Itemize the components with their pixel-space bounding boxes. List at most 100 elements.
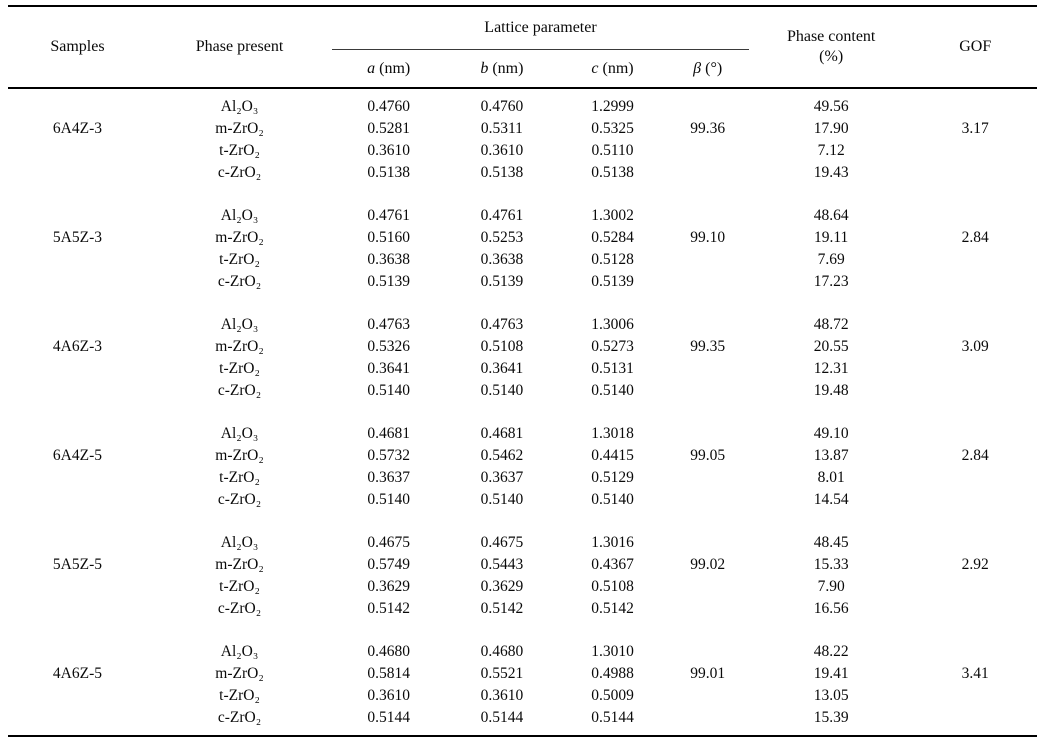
spacer-row <box>8 402 1037 423</box>
content-cell: 17.90 <box>813 120 849 137</box>
c-cell: 1.3002 <box>591 207 634 224</box>
beta-symbol: β <box>693 59 702 77</box>
empty-cell <box>667 489 749 511</box>
empty-cell <box>913 598 1037 620</box>
c-cell: 0.5273 <box>591 338 634 355</box>
a-cell: 0.3638 <box>367 251 411 268</box>
empty-cell <box>667 380 749 402</box>
table-row: t-ZrO₂ 0.3629 0.3629 0.5108 7.90 <box>8 576 1037 598</box>
empty-cell <box>8 423 147 445</box>
table-body: Al₂O₃ 0.4760 0.4760 1.2999 49.56 6A4Z-3 … <box>8 88 1037 736</box>
phase-cell: t-ZrO₂ <box>219 142 260 159</box>
header-row-lattice-subcolumns: a (nm) b (nm) c (nm) β (°) <box>8 50 1037 89</box>
empty-cell <box>667 685 749 707</box>
content-cell: 15.33 <box>813 556 849 573</box>
b-cell: 0.3638 <box>480 251 524 268</box>
empty-cell <box>8 467 147 489</box>
empty-cell <box>913 380 1037 402</box>
spacer-row <box>8 511 1037 532</box>
table-row: Al₂O₃ 0.4763 0.4763 1.3006 48.72 <box>8 314 1037 336</box>
b-cell: 0.5139 <box>480 273 524 290</box>
a-cell: 0.4760 <box>367 98 411 115</box>
content-cell: 49.56 <box>813 98 849 115</box>
a-cell: 0.5144 <box>367 709 411 726</box>
c-cell: 0.5325 <box>591 120 634 137</box>
b-cell: 0.3610 <box>480 142 524 159</box>
b-cell: 0.5253 <box>480 229 524 246</box>
b-cell: 0.3610 <box>480 687 524 704</box>
sample-cell: 6A4Z-5 <box>52 447 102 464</box>
empty-cell <box>913 576 1037 598</box>
content-cell: 48.22 <box>813 643 849 660</box>
table-row: 4A6Z-5 m-ZrO₂ 0.5814 0.5521 0.4988 99.01… <box>8 663 1037 685</box>
column-header-c: c (nm) <box>559 50 667 89</box>
table-row: t-ZrO₂ 0.3638 0.3638 0.5128 7.69 <box>8 249 1037 271</box>
b-cell: 0.5462 <box>480 447 524 464</box>
b-cell: 0.5144 <box>480 709 524 726</box>
table-row: 4A6Z-3 m-ZrO₂ 0.5326 0.5108 0.5273 99.35… <box>8 336 1037 358</box>
phase-cell: Al₂O₃ <box>220 425 259 442</box>
spacer-row <box>8 184 1037 205</box>
spacer-cell <box>8 620 1037 641</box>
empty-cell <box>8 358 147 380</box>
a-cell: 0.5732 <box>367 447 411 464</box>
phase-cell: m-ZrO₂ <box>215 120 264 137</box>
b-cell: 0.5521 <box>480 665 524 682</box>
c-cell: 1.2999 <box>591 98 634 115</box>
spacer-cell <box>8 402 1037 423</box>
phase-cell: c-ZrO₂ <box>217 600 262 617</box>
empty-cell <box>667 532 749 554</box>
c-cell: 0.4988 <box>591 665 634 682</box>
content-cell: 19.43 <box>813 164 849 181</box>
b-cell: 0.5311 <box>480 120 523 137</box>
content-cell: 8.01 <box>817 469 845 486</box>
empty-cell <box>913 707 1037 736</box>
c-cell: 0.5284 <box>591 229 634 246</box>
empty-cell <box>667 205 749 227</box>
c-cell: 0.5144 <box>591 709 634 726</box>
b-cell: 0.3629 <box>480 578 524 595</box>
empty-cell <box>667 271 749 293</box>
empty-cell <box>913 314 1037 336</box>
phase-cell: Al₂O₃ <box>220 98 259 115</box>
c-cell: 0.5009 <box>591 687 634 704</box>
empty-cell <box>913 532 1037 554</box>
table-row: c-ZrO₂ 0.5139 0.5139 0.5139 17.23 <box>8 271 1037 293</box>
content-cell: 48.45 <box>813 534 849 551</box>
empty-cell <box>667 358 749 380</box>
rietveld-results-table: Samples Phase present Lattice parameter … <box>8 5 1037 737</box>
c-cell: 0.5142 <box>591 600 634 617</box>
table-row: Al₂O₃ 0.4760 0.4760 1.2999 49.56 <box>8 88 1037 118</box>
table-row: t-ZrO₂ 0.3641 0.3641 0.5131 12.31 <box>8 358 1037 380</box>
c-cell: 0.4367 <box>591 556 634 573</box>
c-cell: 1.3016 <box>591 534 634 551</box>
table-row: t-ZrO₂ 0.3637 0.3637 0.5129 8.01 <box>8 467 1037 489</box>
a-cell: 0.3637 <box>367 469 411 486</box>
content-cell: 14.54 <box>813 491 849 508</box>
b-cell: 0.5108 <box>480 338 524 355</box>
b-cell: 0.5138 <box>480 164 524 181</box>
b-cell: 0.5142 <box>480 600 524 617</box>
content-cell: 12.31 <box>813 360 849 377</box>
phase-cell: c-ZrO₂ <box>217 273 262 290</box>
empty-cell <box>8 576 147 598</box>
empty-cell <box>913 685 1037 707</box>
b-cell: 0.4763 <box>480 316 524 333</box>
b-cell: 0.5140 <box>480 382 524 399</box>
column-header-beta: β (°) <box>667 50 749 89</box>
content-cell: 19.48 <box>813 382 849 399</box>
phase-cell: c-ZrO₂ <box>217 491 262 508</box>
table-row: Al₂O₃ 0.4681 0.4681 1.3018 49.10 <box>8 423 1037 445</box>
a-cell: 0.5140 <box>367 491 411 508</box>
empty-cell <box>8 685 147 707</box>
content-cell: 48.72 <box>813 316 849 333</box>
empty-cell <box>913 88 1037 118</box>
b-cell: 0.4675 <box>480 534 524 551</box>
a-cell: 0.4675 <box>367 534 411 551</box>
a-unit: (nm) <box>379 59 411 77</box>
header-row-group: Samples Phase present Lattice parameter … <box>8 6 1037 65</box>
a-cell: 0.4680 <box>367 643 411 660</box>
b-unit: (nm) <box>492 59 524 77</box>
empty-cell <box>667 641 749 663</box>
